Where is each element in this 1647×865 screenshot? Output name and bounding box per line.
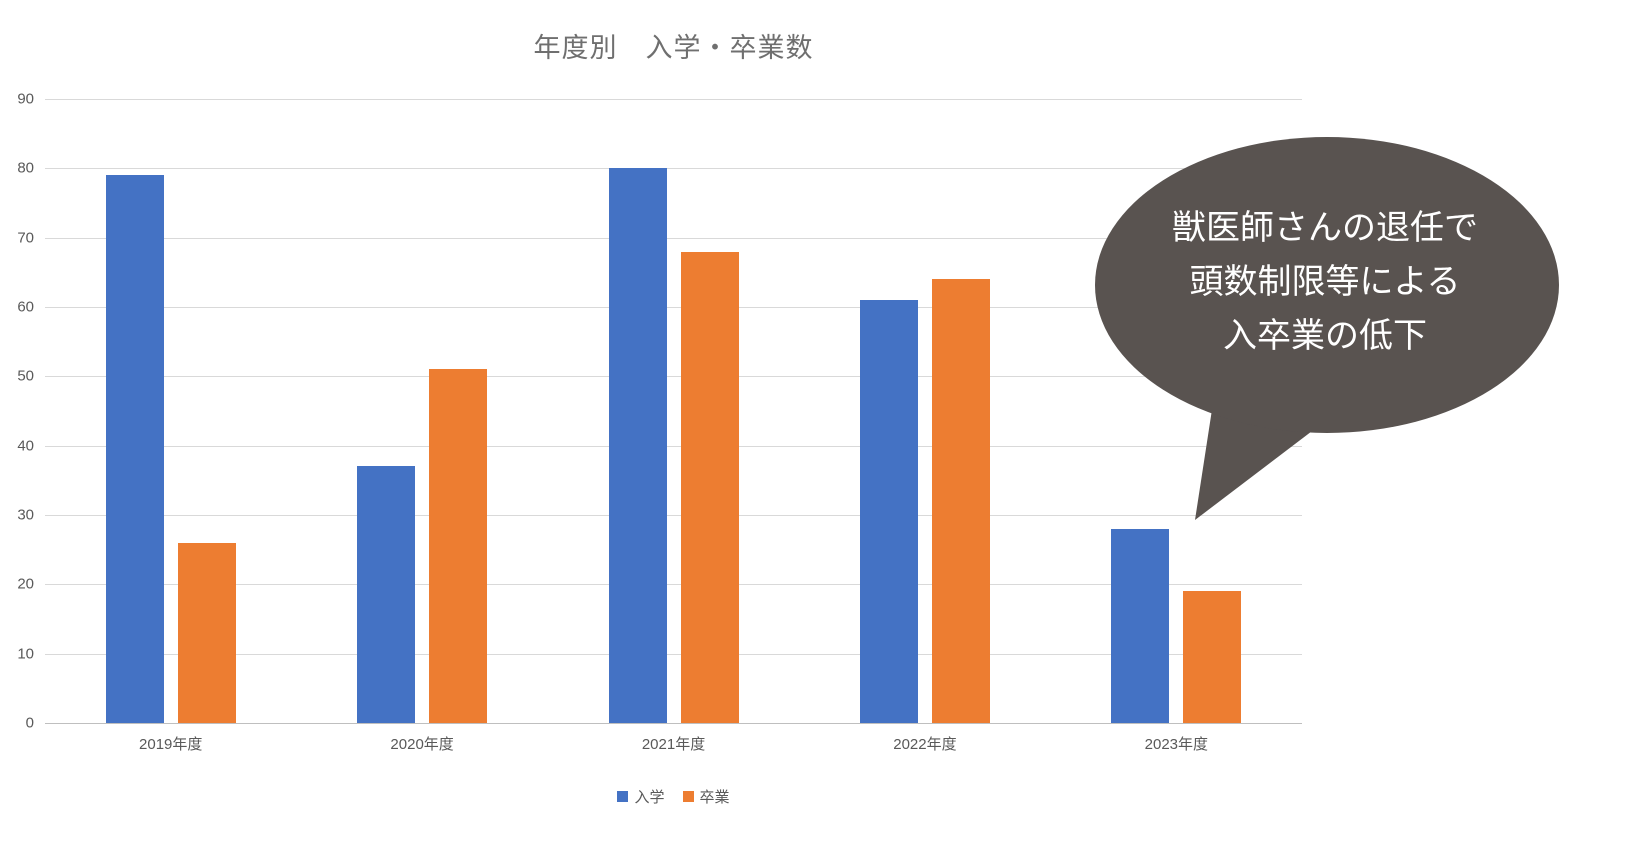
bar-入学-2019年度 (105, 175, 164, 723)
x-category-label: 2023年度 (1144, 736, 1209, 753)
bar-入学-2022年度 (859, 300, 918, 723)
y-tick-label: 80 (17, 159, 34, 177)
bar-入学-2021年度 (608, 168, 667, 723)
callout-shape (1095, 137, 1559, 520)
bar-卒業-2019年度 (177, 542, 236, 723)
gridline (45, 584, 1302, 586)
bar-group (45, 99, 296, 723)
callout-speech-bubble: 獣医師さんの退任で 頭数制限等による 入卒業の低下 (1090, 135, 1560, 535)
legend-swatch (617, 791, 629, 802)
bar-group (799, 99, 1050, 723)
x-category-label: 2021年度 (641, 736, 706, 753)
bar-卒業-2021年度 (680, 251, 739, 723)
y-tick-label: 50 (17, 367, 34, 385)
callout-line: 入卒業の低下 (1223, 317, 1427, 355)
y-tick-label: 70 (17, 229, 34, 247)
bar-入学-2023年度 (1111, 528, 1170, 723)
gridline (45, 445, 1302, 447)
x-category-label: 2019年度 (139, 736, 203, 753)
bar-group (1051, 99, 1302, 723)
gridline (45, 653, 1302, 655)
bar-卒業-2022年度 (931, 279, 990, 723)
bar-group (296, 99, 547, 723)
y-tick-label: 20 (17, 575, 34, 593)
legend-label: 入学 (634, 789, 665, 806)
callout-line: 頭数制限等による (1189, 263, 1461, 301)
callout-line: 獣医師さんの退任で (1172, 209, 1478, 247)
bar-卒業-2020年度 (429, 369, 488, 723)
y-tick-label: 60 (17, 298, 34, 316)
gridline (45, 307, 1302, 308)
legend-item-入学: 入学 (617, 786, 665, 807)
y-tick-label: 40 (17, 437, 34, 455)
callout-text: 獣医師さんの退任で 頭数制限等による 入卒業の低下 (1090, 201, 1560, 363)
gridline (45, 99, 1302, 100)
callout-ellipse (1095, 137, 1559, 433)
y-axis-tick-labels: 0 10 20 30 40 50 60 70 80 90 (0, 91, 34, 732)
x-category-label: 2020年度 (390, 736, 454, 753)
plot-area (45, 99, 1302, 724)
gridline (45, 168, 1302, 170)
bar-入学-2020年度 (357, 466, 416, 723)
gridline (45, 376, 1302, 378)
legend-swatch (682, 791, 694, 802)
bar-groups (45, 99, 1302, 723)
legend: 入学 卒業 (45, 786, 1302, 807)
y-tick-label: 90 (17, 90, 34, 108)
gridline (45, 237, 1302, 239)
gridline (45, 723, 1302, 724)
gridline (45, 515, 1302, 516)
bar-group (548, 99, 799, 723)
y-tick-label: 0 (25, 714, 34, 732)
x-axis-category-labels: 2019年度 2020年度 2021年度 2022年度 2023年度 (45, 733, 1302, 754)
bar-卒業-2023年度 (1183, 591, 1242, 723)
legend-label: 卒業 (699, 789, 730, 806)
y-tick-label: 30 (17, 506, 34, 524)
x-category-label: 2022年度 (893, 736, 957, 753)
chart-title: 年度別 入学・卒業数 (533, 33, 814, 63)
legend-item-卒業: 卒業 (682, 786, 730, 807)
y-tick-label: 10 (17, 645, 34, 663)
